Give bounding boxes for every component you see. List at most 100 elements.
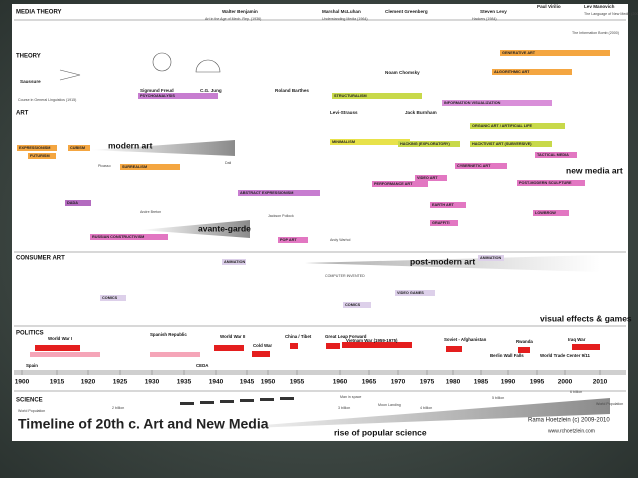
note: 5 billion [492, 396, 504, 400]
note: 6 billion [570, 390, 582, 394]
movement-label: INFORMATION VISUALIZATION [444, 101, 501, 105]
theorist: Noam Chomsky [385, 70, 420, 75]
political-event: Rwanda [516, 339, 533, 344]
political-event: World War II [220, 334, 245, 339]
theorist: Levi-Strauss [330, 110, 358, 115]
year-label: 1975 [420, 379, 435, 386]
theorist: C.G. Jung [200, 88, 222, 93]
year-label: 1915 [50, 379, 65, 386]
movement-label: ANIMATION [480, 256, 501, 260]
movement-label: HACKING (EXPLORATORY) [400, 142, 450, 146]
political-event: Soviet - Afghanistan [444, 337, 487, 342]
year-label: 1940 [209, 379, 224, 386]
movement-bar [28, 153, 56, 159]
note: Picasso [98, 164, 111, 168]
movement-bar [222, 259, 246, 265]
movement-bar [415, 175, 447, 181]
movement-label: ORGANIC ART / ARTIFICIAL LIFE [472, 124, 532, 128]
year-label: 1970 [391, 379, 406, 386]
year-label: 1935 [177, 379, 192, 386]
theorist: Lev Manovich [584, 4, 615, 9]
movement-bar [278, 237, 308, 243]
year-label: 1925 [113, 379, 128, 386]
movement-label: POST-MODERN SCULPTURE [519, 181, 572, 185]
theorist: Jack Burnham [405, 110, 437, 115]
era-label: modern art [108, 140, 153, 150]
section-label: ART [16, 111, 29, 117]
movement-bar [455, 163, 507, 169]
note: Jackson Pollock [268, 214, 294, 218]
movement-label: COMICS [102, 296, 118, 300]
movement-label: EXPRESSIONISM [19, 146, 50, 150]
movement-bar [470, 141, 552, 147]
modern-art-wedge [90, 140, 235, 156]
note: COMPUTER INVENTED [325, 274, 365, 278]
theorist: Saussure [20, 79, 41, 84]
section-label: POLITICS [16, 331, 44, 337]
political-event: China / Tibet [285, 334, 312, 339]
political-event: Vietnam War (1959-1975) [346, 338, 398, 343]
conflict-bar [446, 346, 462, 352]
movement-bar [395, 290, 435, 296]
political-event: Iraq War [568, 337, 586, 342]
movement-bar [17, 145, 57, 151]
movement-bar [398, 141, 460, 147]
movement-bar [492, 69, 572, 75]
political-event: Spanish Republic [150, 332, 187, 337]
science-wedge [200, 398, 610, 430]
movement-label: EARTH ART [432, 203, 454, 207]
movement-label: MINIMALISM [332, 140, 355, 144]
year-label: 1955 [290, 379, 305, 386]
movement-label: VIDEO GAMES [397, 291, 424, 295]
movement-label: ANIMATION [224, 260, 245, 264]
movement-label: GRAFFITI [432, 221, 450, 225]
section-label: CONSUMER ART [16, 256, 65, 262]
movement-bar [430, 202, 466, 208]
movement-bar [138, 93, 218, 99]
movement-bar [238, 190, 320, 196]
conflict-bar [342, 342, 412, 348]
movement-label: PSYCHOANALYSIS [140, 94, 175, 98]
dividers [14, 19, 626, 392]
panel [12, 4, 628, 441]
era-label: avante-garde [198, 223, 251, 233]
movement-label: VIDEO ART [417, 176, 438, 180]
movement-bar [68, 145, 90, 151]
era-label: visual effects & games [540, 313, 632, 323]
era-label: new media art [566, 165, 623, 175]
note: Dali [225, 161, 231, 165]
movement-bar [332, 93, 422, 99]
conflict-bar [30, 352, 100, 357]
year-label: 1960 [333, 379, 348, 386]
era-label: post-modern art [410, 256, 475, 266]
year-label: 1920 [81, 379, 96, 386]
url: www.rchoetzlein.com [548, 428, 595, 434]
theorist: Steven Levy [480, 9, 507, 14]
movement-bar [533, 210, 569, 216]
theorist: Paul Virilio [537, 4, 561, 9]
movement-label: STRUCTURALISM [334, 94, 367, 98]
movement-bar [442, 100, 552, 106]
political-event: Spain [26, 363, 38, 368]
year-label: 1985 [474, 379, 489, 386]
year-label: 2010 [593, 379, 608, 386]
year-label: 1965 [362, 379, 377, 386]
movement-label: GENERATIVE ART [502, 51, 536, 55]
movement-bar [535, 152, 577, 158]
movement-label: HACKTIVIST ART (SUBVERSIVE) [472, 142, 532, 146]
note: 2 billion [112, 406, 124, 410]
movement-bar [100, 295, 126, 301]
theory-icons [59, 52, 221, 81]
note: 3 billion [338, 406, 350, 410]
note: World Population [18, 409, 45, 413]
conflict-bar [290, 343, 298, 349]
movement-label: CUBISM [70, 146, 85, 150]
political-event: Great Leap Forward [325, 334, 367, 339]
movement-label: ALGORITHMIC ART [494, 70, 530, 74]
movement-bar [517, 180, 585, 186]
note: The Language of New Media (2001) [584, 12, 638, 16]
science-bar [180, 397, 294, 405]
note: Andy Warhol [330, 238, 351, 242]
note: Man in space [340, 395, 361, 399]
